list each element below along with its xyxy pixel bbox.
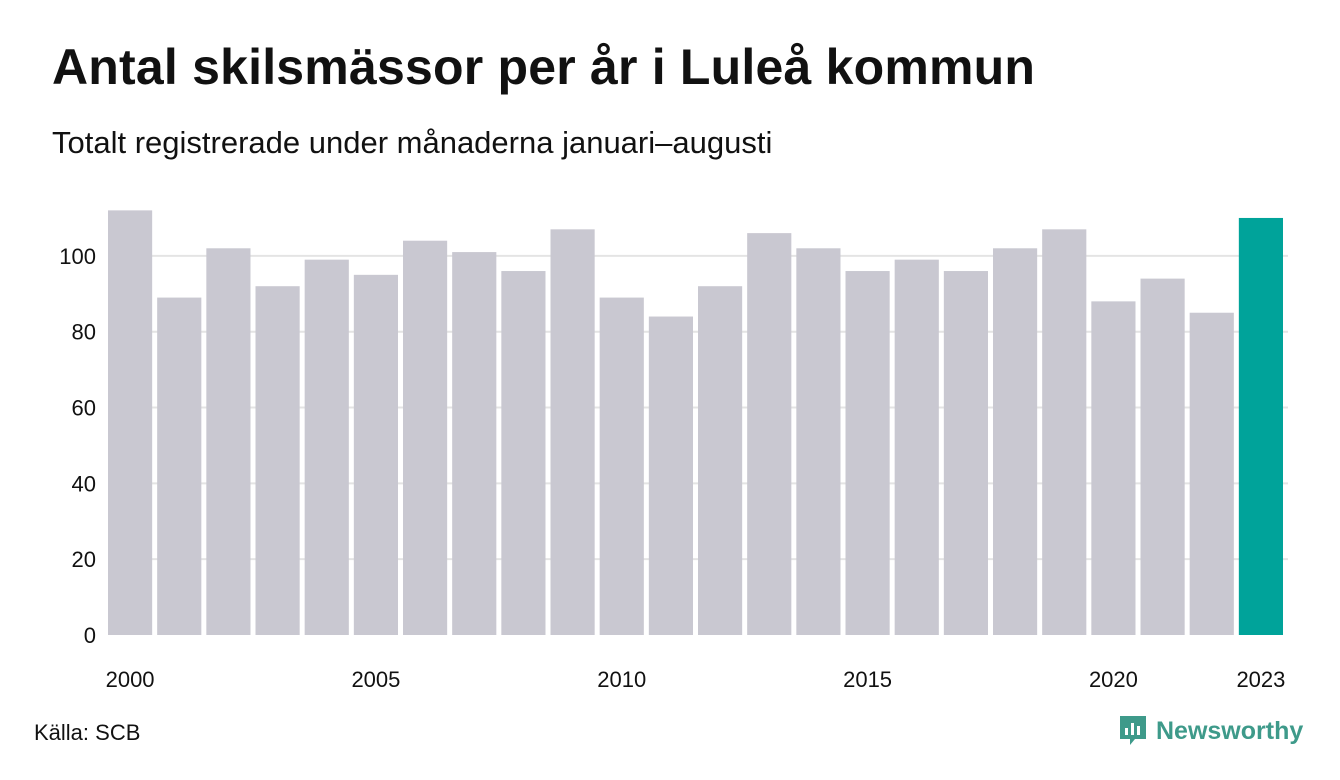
bar-2005 [353,274,398,635]
bar-2003 [255,286,300,635]
x-tick-label: 2023 [1236,667,1285,692]
bars [108,210,1283,636]
chart-title: Antal skilsmässor per år i Luleå kommun [52,39,1036,95]
newsworthy-logo-icon [1120,716,1146,745]
y-axis-ticks: 0 20 40 60 80 100 [59,244,96,648]
brand-logo[interactable]: Newsworthy [1118,714,1303,748]
y-tick-label: 0 [84,623,96,648]
bar-2017 [943,271,988,635]
chart-subtitle: Totalt registrerade under månaderna janu… [52,125,773,160]
bar-2022 [1189,312,1234,635]
bar-2020 [1091,301,1136,635]
bar-2015 [845,271,890,635]
bar-chart: 0 20 40 60 80 100 2000 2005 2010 2015 2020 2023 [59,210,1288,692]
bar-2008 [501,271,546,635]
bar-2021 [1140,278,1185,635]
x-tick-label: 2015 [843,667,892,692]
y-tick-label: 60 [72,396,96,421]
brand-name: Newsworthy [1156,716,1304,745]
bar-2007 [452,252,497,636]
bar-2016 [894,259,939,635]
bar-2011 [648,316,693,635]
bar-2002 [206,248,251,635]
y-tick-label: 40 [72,471,96,496]
y-tick-label: 80 [72,320,96,345]
bar-2019 [1042,229,1087,635]
bar-2004 [304,259,349,635]
x-tick-label: 2010 [597,667,646,692]
bar-2001 [157,297,202,635]
bar-2010 [599,297,644,635]
bar-2023 [1238,217,1283,635]
y-tick-label: 20 [72,547,96,572]
x-tick-label: 2000 [106,667,155,692]
bar-2006 [403,240,448,635]
x-axis-ticks: 2000 2005 2010 2015 2020 2023 [106,667,1286,692]
bar-2013 [747,233,792,635]
y-tick-label: 100 [59,244,96,269]
bar-2000 [108,210,153,636]
bar-2009 [550,229,595,635]
bar-2012 [698,286,743,635]
source-note: Källa: SCB [34,720,141,745]
x-tick-label: 2005 [351,667,400,692]
bar-2018 [993,248,1038,635]
x-tick-label: 2020 [1089,667,1138,692]
bar-2014 [796,248,841,635]
